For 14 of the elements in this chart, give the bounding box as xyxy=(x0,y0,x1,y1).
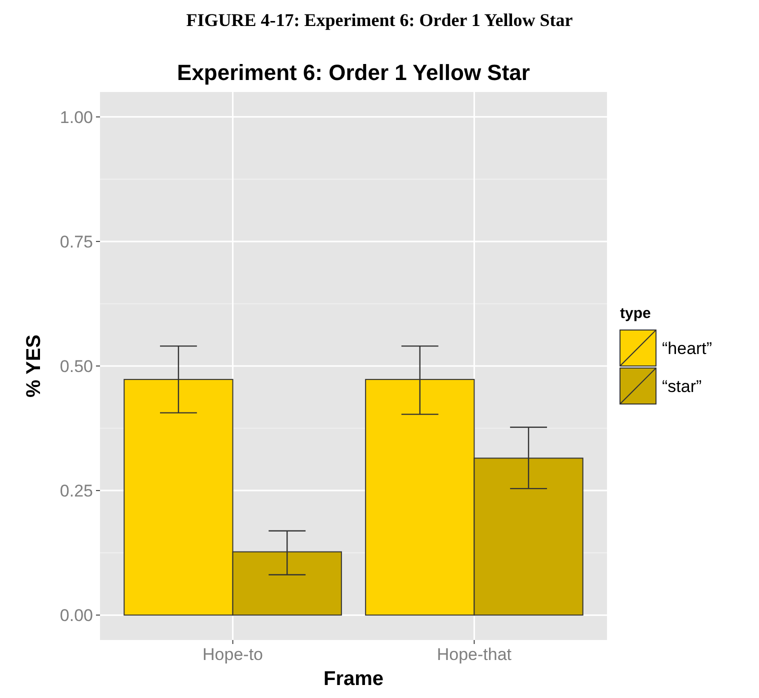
legend-label: “heart” xyxy=(662,338,712,358)
x-tick-label: Hope-that xyxy=(436,645,512,664)
caption: FIGURE 4-17: Experiment 6: Order 1 Yellow Star xyxy=(186,10,573,30)
y-tick-label: 0.75 xyxy=(60,232,93,252)
y-axis-title: % YES xyxy=(23,334,45,398)
y-tick-label: 0.50 xyxy=(60,356,93,376)
y-tick-label: 0.25 xyxy=(60,481,93,500)
y-tick-label: 1.00 xyxy=(60,108,93,127)
legend-title: type xyxy=(620,305,651,322)
y-tick-label: 0.00 xyxy=(60,606,93,626)
x-tick-label: Hope-to xyxy=(202,645,264,664)
legend-label: “star” xyxy=(662,376,702,396)
chart-title: Experiment 6: Order 1 Yellow Star xyxy=(177,60,530,85)
x-axis-title: Frame xyxy=(323,668,384,690)
